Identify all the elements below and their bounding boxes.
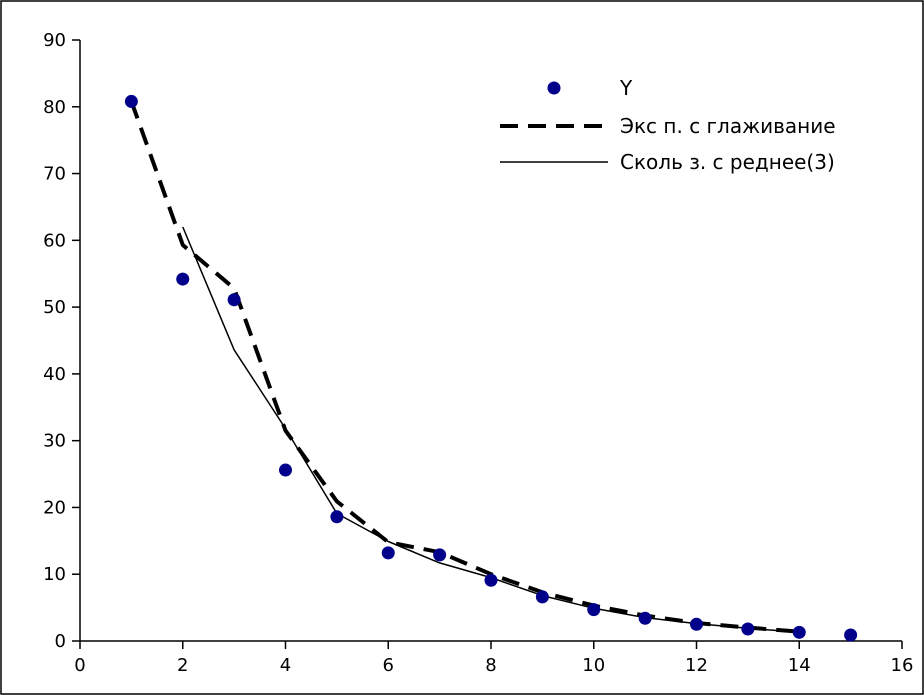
data-point-y xyxy=(535,590,549,604)
y-tick-label: 90 xyxy=(43,30,66,51)
x-tick-label: 6 xyxy=(383,655,394,676)
y-tick-label: 40 xyxy=(43,364,66,385)
y-tick-label: 60 xyxy=(43,230,66,251)
legend: Y Экс п. с глаживание Сколь з. с реднее(3) xyxy=(500,76,836,174)
x-tick-label: 12 xyxy=(685,655,708,676)
x-tick-label: 8 xyxy=(485,655,496,676)
y-tick-label: 30 xyxy=(43,431,66,452)
data-point-y xyxy=(690,617,703,631)
data-point-y xyxy=(741,622,755,636)
y-tick-label: 10 xyxy=(43,564,66,585)
x-tick-label: 0 xyxy=(74,655,85,676)
data-point-y xyxy=(638,611,652,625)
exp-smoothing-line xyxy=(129,100,800,634)
x-tick-label: 4 xyxy=(280,655,291,676)
ticks: 0 10 20 30 40 50 60 70 80 90 0 2 4 6 8 10 12 14 16 xyxy=(43,30,913,676)
legend-label: Y xyxy=(619,76,633,100)
data-point-y xyxy=(330,510,344,524)
y-tick-label: 70 xyxy=(43,164,66,185)
data-point-y xyxy=(279,463,292,477)
legend-marker-y xyxy=(547,81,561,95)
data-point-y xyxy=(176,272,190,286)
x-tick-label: 16 xyxy=(891,655,914,676)
y-tick-label: 0 xyxy=(55,631,66,652)
data-point-y xyxy=(587,603,601,617)
data-point-y xyxy=(227,293,241,307)
data-point-y xyxy=(124,94,138,108)
x-tick-label: 10 xyxy=(582,655,605,676)
y-tick-label: 20 xyxy=(43,497,66,518)
data-point-y xyxy=(844,628,858,642)
legend-label: Сколь з. с реднее(3) xyxy=(620,150,835,174)
x-tick-label: 2 xyxy=(177,655,188,676)
y-tick-label: 50 xyxy=(43,297,66,318)
y-tick-label: 80 xyxy=(43,97,66,118)
x-tick-label: 14 xyxy=(788,655,811,676)
legend-label: Экс п. с глаживание xyxy=(620,114,836,138)
data-point-y xyxy=(484,573,498,587)
data-point-y xyxy=(381,546,395,560)
data-point-y xyxy=(433,548,447,562)
series-layer xyxy=(124,94,858,642)
data-point-y xyxy=(792,625,806,639)
